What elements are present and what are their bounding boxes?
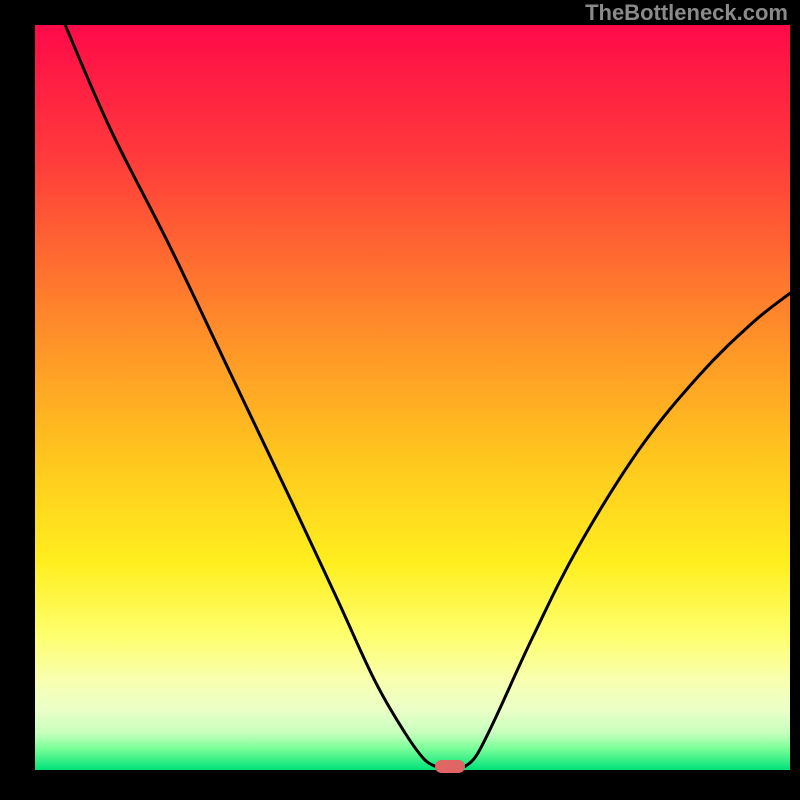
chart-frame: TheBottleneck.com	[0, 0, 800, 800]
optimum-marker	[435, 760, 465, 773]
bottleneck-curve	[0, 0, 800, 800]
watermark-text: TheBottleneck.com	[585, 0, 788, 26]
